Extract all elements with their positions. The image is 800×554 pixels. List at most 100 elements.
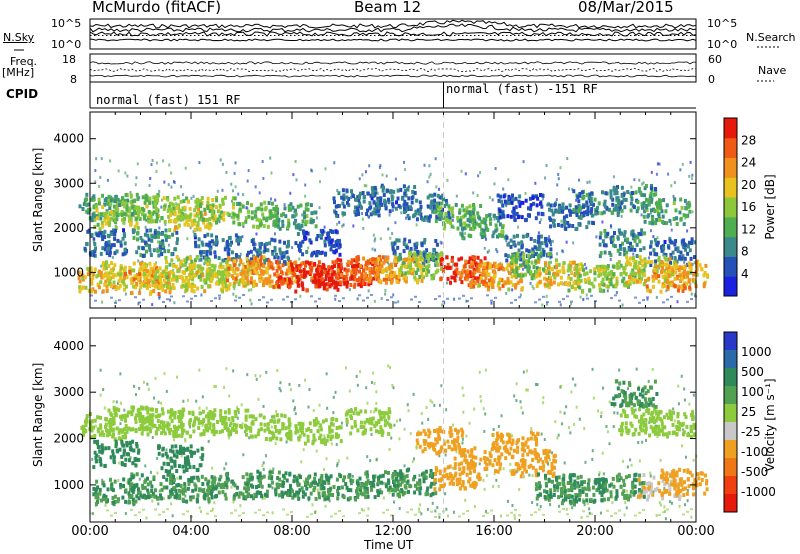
scatter-cell [99,368,102,372]
scatter-cell [541,303,544,307]
data-cell [514,283,518,288]
data-cell [377,213,381,218]
data-cell [682,271,686,276]
data-cell [434,262,438,267]
data-cell [647,199,651,204]
data-cell [366,259,370,264]
data-cell [582,210,586,215]
data-cell [390,194,394,199]
data-cell [511,258,515,263]
scatter-cell [659,458,662,462]
scatter-cell [274,442,277,446]
data-cell [602,288,606,293]
data-cell [104,221,108,226]
data-cell [349,283,353,287]
data-cell [332,270,336,275]
data-cell [448,265,452,270]
scatter-cell [583,503,586,507]
ground-cell [646,296,649,299]
data-cell [623,205,627,210]
data-cell [231,205,235,210]
scatter-cell [230,215,233,219]
data-cell [317,260,321,265]
scatter-cell [515,399,518,403]
data-cell [103,235,107,240]
scatter-cell [158,189,161,193]
data-cell [276,260,280,265]
data-cell [472,203,475,207]
data-cell [149,215,153,220]
data-cell [394,206,398,211]
scatter-cell [693,261,696,265]
scatter-cell [119,422,122,426]
data-cell [647,202,651,207]
data-cell [418,275,422,279]
x-axis-title: Time UT [364,538,414,552]
data-cell [541,212,545,217]
data-cell [340,195,344,200]
data-cell [357,198,361,203]
data-cell [175,255,179,260]
data-cell [574,227,578,231]
data-cell [223,277,227,282]
data-cell [562,269,565,274]
scatter-cell [145,218,148,222]
data-cell [450,224,454,229]
data-cell [221,285,225,290]
data-cell [537,234,541,239]
data-cell [151,219,155,224]
scatter-cell [138,288,141,292]
data-cell [125,207,129,212]
data-cell [462,226,466,231]
scatter-cell [119,372,122,376]
data-cell [445,255,449,260]
data-cell [234,266,238,271]
scatter-cell [151,158,154,162]
data-cell [252,283,256,288]
data-cell [165,275,169,280]
scatter-cell [511,504,514,508]
data-cell [105,210,109,215]
data-cell [665,280,669,284]
scatter-cell [421,421,424,425]
data-cell [634,190,638,195]
data-cell [178,208,182,213]
data-cell [90,289,94,294]
data-cell [433,210,437,215]
data-cell [513,273,517,277]
data-cell [621,279,625,284]
noise-dot [494,35,496,36]
data-cell [258,242,262,247]
data-cell [544,269,548,274]
data-cell [218,214,222,219]
scatter-cell [336,222,339,226]
data-cell [468,270,472,275]
data-cell [551,212,555,217]
data-cell [677,288,680,293]
scatter-cell [532,287,535,291]
data-cell [557,210,561,214]
ground-cell [262,296,265,299]
data-cell [456,216,460,220]
data-cell [558,203,561,208]
scatter-cell [522,370,525,374]
data-cell [556,269,559,274]
data-cell [256,225,260,230]
data-cell [238,207,242,212]
data-cell [572,208,576,212]
data-cell [263,200,267,205]
data-cell [380,264,384,268]
data-cell [227,247,231,252]
data-cell [576,277,580,282]
scatter-cell [426,507,429,511]
scatter-cell [167,183,170,187]
scatter-cell [232,292,235,296]
data-cell [99,251,103,256]
data-cell [173,228,177,233]
data-cell [119,243,123,248]
data-cell [147,284,151,289]
data-cell [609,189,613,194]
data-cell [371,189,375,194]
data-cell [261,269,265,274]
data-cell [141,212,145,217]
